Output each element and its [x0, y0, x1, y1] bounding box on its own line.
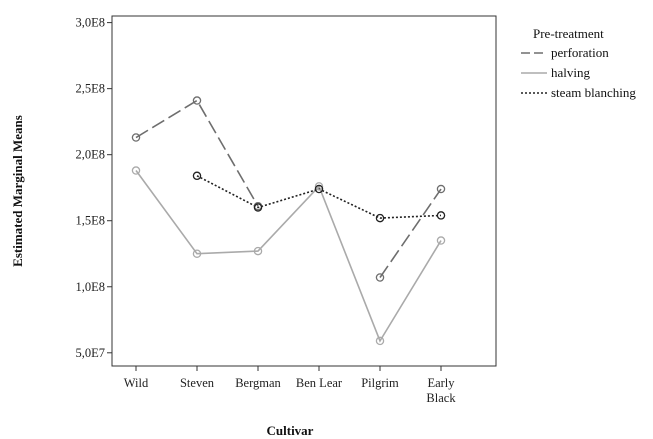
series-layer	[135, 99, 442, 343]
x-tick-label: Pilgrim	[361, 376, 399, 390]
x-tick-label: Bergman	[235, 376, 281, 390]
y-tick-label: 3,0E8	[75, 16, 105, 30]
legend-label: perforation	[551, 45, 609, 60]
point-halving	[314, 182, 324, 191]
x-tick-label: Black	[426, 391, 456, 405]
legend-label: halving	[551, 65, 590, 80]
x-tick-label: Early	[427, 376, 455, 390]
series-line-perforation	[379, 188, 442, 278]
point-perforation	[192, 96, 202, 105]
point-steam-blanching	[253, 203, 263, 212]
y-tick-label: 2,0E8	[75, 148, 105, 162]
point-perforation	[375, 273, 385, 282]
x-tick-label: Wild	[124, 376, 149, 390]
point-steam-blanching	[314, 184, 324, 194]
point-perforation	[436, 184, 446, 194]
marker-layer	[131, 96, 446, 346]
plot-frame	[111, 15, 497, 367]
y-tick-label: 5,0E7	[75, 346, 105, 360]
point-steam-blanching	[375, 213, 385, 223]
legend-label: steam blanching	[551, 85, 636, 100]
point-halving	[192, 249, 202, 258]
series-line-halving	[135, 170, 442, 343]
x-axis-title: Cultivar	[267, 423, 314, 438]
legend: perforation halving steam blanching	[521, 45, 636, 100]
point-halving	[375, 336, 385, 346]
point-halving	[436, 236, 446, 245]
legend-title: Pre-treatment	[533, 26, 604, 41]
series-line-steam-blanching	[196, 175, 442, 219]
y-axis: 5,0E7 1,0E8 1,5E8 2,0E8 2,5E8 3,0E8	[75, 16, 112, 360]
x-axis: Wild Steven Bergman Ben Lear Pilgrim EarlyBla…	[124, 366, 456, 405]
x-tick-label: Ben Lear	[296, 376, 343, 390]
point-halving	[253, 246, 263, 256]
y-axis-title: Estimated Marginal Means	[10, 115, 25, 267]
point-steam-blanching	[436, 211, 446, 220]
x-tick-label: Steven	[180, 376, 215, 390]
y-tick-label: 1,5E8	[75, 214, 105, 228]
y-tick-label: 2,5E8	[75, 82, 105, 96]
series-line-perforation	[135, 99, 259, 207]
point-halving	[131, 166, 141, 175]
point-perforation	[131, 133, 141, 142]
y-tick-label: 1,0E8	[75, 280, 105, 294]
point-steam-blanching	[192, 171, 202, 181]
